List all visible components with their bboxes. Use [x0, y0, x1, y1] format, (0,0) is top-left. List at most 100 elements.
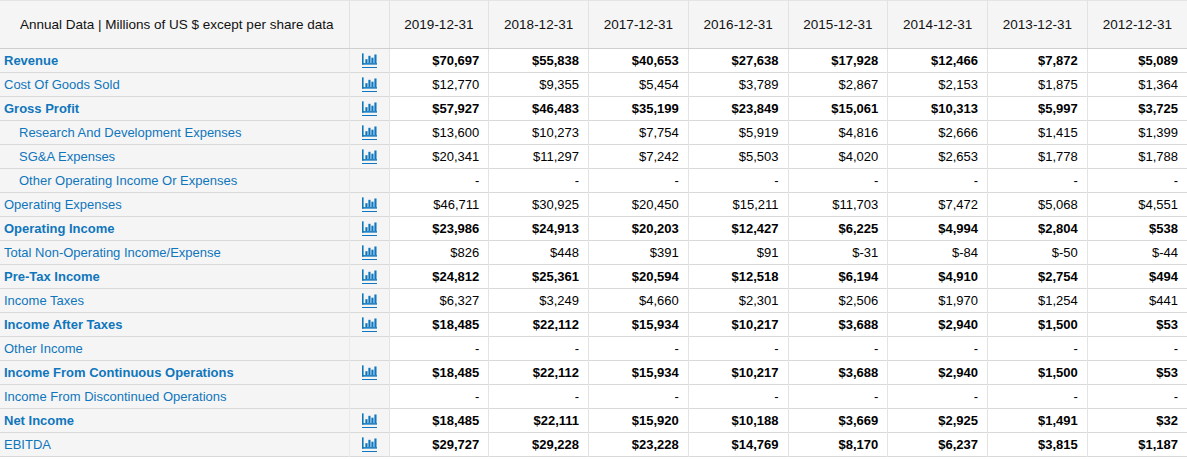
- value-cell: -: [489, 385, 589, 409]
- bar-chart-icon[interactable]: [362, 293, 377, 308]
- value-cell: $3,815: [988, 433, 1088, 457]
- chart-icon-cell: [349, 73, 389, 97]
- value-cell: $6,194: [788, 265, 888, 289]
- value-cell: $7,242: [589, 145, 689, 169]
- chart-icon-cell: [349, 217, 389, 241]
- row-label-link[interactable]: Income From Discontinued Operations: [4, 389, 227, 404]
- chart-icon-cell: [349, 193, 389, 217]
- value-cell: $15,061: [788, 97, 888, 121]
- bar-chart-icon[interactable]: [362, 245, 377, 260]
- row-label-link[interactable]: Income After Taxes: [4, 317, 123, 332]
- table-row: Revenue $70,697$55,838$40,653$27,638$17,…: [0, 49, 1187, 73]
- value-cell: $4,020: [788, 145, 888, 169]
- table-row: Gross Profit $57,927$46,483$35,199$23,84…: [0, 97, 1187, 121]
- chart-icon-cell: [349, 385, 389, 409]
- row-label-link[interactable]: Operating Income: [4, 221, 115, 236]
- value-cell: $70,697: [389, 49, 489, 73]
- row-label-link[interactable]: Cost Of Goods Sold: [4, 77, 120, 92]
- bar-chart-icon[interactable]: [362, 197, 377, 212]
- value-cell: $1,254: [988, 289, 1088, 313]
- row-label-link[interactable]: Income From Continuous Operations: [4, 365, 234, 380]
- row-label-link[interactable]: Total Non-Operating Income/Expense: [4, 245, 221, 260]
- value-cell: $22,112: [489, 313, 589, 337]
- value-cell: $15,934: [589, 313, 689, 337]
- row-label-cell: Income From Continuous Operations: [0, 361, 349, 385]
- bar-chart-icon[interactable]: [362, 365, 377, 380]
- row-label-link[interactable]: Other Operating Income Or Expenses: [19, 173, 237, 188]
- value-cell: $538: [1087, 217, 1187, 241]
- value-cell: $2,754: [988, 265, 1088, 289]
- value-cell: $4,910: [888, 265, 988, 289]
- value-cell: $10,273: [489, 121, 589, 145]
- bar-chart-icon[interactable]: [362, 125, 377, 140]
- value-cell: $15,934: [589, 361, 689, 385]
- value-cell: -: [389, 169, 489, 193]
- value-cell: $53: [1087, 313, 1187, 337]
- row-label-cell: Revenue: [0, 49, 349, 73]
- value-cell: $826: [389, 241, 489, 265]
- bar-chart-icon[interactable]: [362, 437, 377, 452]
- value-cell: $3,725: [1087, 97, 1187, 121]
- value-cell: $14,769: [688, 433, 788, 457]
- value-cell: $2,867: [788, 73, 888, 97]
- value-cell: $3,688: [788, 313, 888, 337]
- value-cell: $-44: [1087, 241, 1187, 265]
- row-label-link[interactable]: Gross Profit: [4, 101, 79, 116]
- value-cell: $12,466: [888, 49, 988, 73]
- value-cell: $57,927: [389, 97, 489, 121]
- row-label-link[interactable]: Research And Development Expenses: [19, 125, 242, 140]
- value-cell: $10,217: [688, 361, 788, 385]
- chart-icon-cell: [349, 265, 389, 289]
- row-label-link[interactable]: EBITDA: [4, 437, 51, 452]
- bar-chart-icon[interactable]: [362, 77, 377, 92]
- value-cell: $24,812: [389, 265, 489, 289]
- bar-chart-icon[interactable]: [362, 269, 377, 284]
- row-label-cell: Total Non-Operating Income/Expense: [0, 241, 349, 265]
- value-cell: $4,994: [888, 217, 988, 241]
- value-cell: $20,341: [389, 145, 489, 169]
- value-cell: $46,483: [489, 97, 589, 121]
- column-header-2015-12-31: 2015-12-31: [788, 1, 888, 49]
- value-cell: $2,940: [888, 313, 988, 337]
- row-label-link[interactable]: Other Income: [4, 341, 83, 356]
- row-label-link[interactable]: Income Taxes: [4, 293, 84, 308]
- value-cell: $32: [1087, 409, 1187, 433]
- column-header-2018-12-31: 2018-12-31: [489, 1, 589, 49]
- value-cell: -: [489, 337, 589, 361]
- row-label-cell: Net Income: [0, 409, 349, 433]
- row-label-link[interactable]: Pre-Tax Income: [4, 269, 100, 284]
- value-cell: $-50: [988, 241, 1088, 265]
- table-row: Other Income --------: [0, 337, 1187, 361]
- row-label-link[interactable]: Operating Expenses: [4, 197, 122, 212]
- row-label-cell: Gross Profit: [0, 97, 349, 121]
- bar-chart-icon[interactable]: [362, 317, 377, 332]
- row-label-link[interactable]: Net Income: [4, 413, 74, 428]
- annual-financial-data-table: Annual Data | Millions of US $ except pe…: [0, 0, 1187, 457]
- value-cell: $29,228: [489, 433, 589, 457]
- chart-icon-cell: [349, 361, 389, 385]
- bar-chart-icon[interactable]: [362, 101, 377, 116]
- bar-chart-icon[interactable]: [362, 221, 377, 236]
- row-label-link[interactable]: Revenue: [4, 53, 58, 68]
- row-label-cell: SG&A Expenses: [0, 145, 349, 169]
- column-header-2013-12-31: 2013-12-31: [988, 1, 1088, 49]
- value-cell: $17,928: [788, 49, 888, 73]
- bar-chart-icon[interactable]: [362, 413, 377, 428]
- chart-icon-cell: [349, 337, 389, 361]
- table-row: SG&A Expenses $20,341$11,297$7,242$5,503…: [0, 145, 1187, 169]
- value-cell: $9,355: [489, 73, 589, 97]
- bar-chart-icon[interactable]: [362, 149, 377, 164]
- column-header-2014-12-31: 2014-12-31: [888, 1, 988, 49]
- table-title: Annual Data | Millions of US $ except pe…: [0, 1, 349, 49]
- bar-chart-icon[interactable]: [362, 53, 377, 68]
- row-label-link[interactable]: SG&A Expenses: [19, 149, 115, 164]
- value-cell: $5,454: [589, 73, 689, 97]
- value-cell: $6,327: [389, 289, 489, 313]
- value-cell: $5,089: [1087, 49, 1187, 73]
- table-row: Income Taxes $6,327$3,249$4,660$2,301$2,…: [0, 289, 1187, 313]
- value-cell: $91: [688, 241, 788, 265]
- chart-icon-cell: [349, 121, 389, 145]
- value-cell: -: [389, 337, 489, 361]
- value-cell: $-84: [888, 241, 988, 265]
- value-cell: $18,485: [389, 361, 489, 385]
